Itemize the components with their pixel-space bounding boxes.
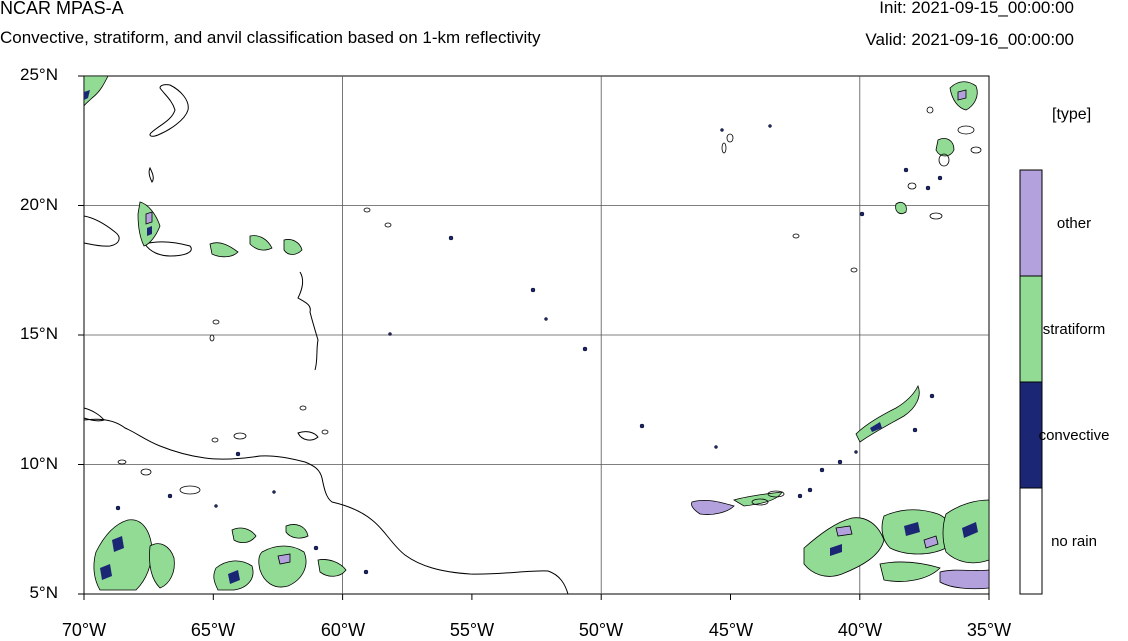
legend-label-other: other: [1056, 215, 1092, 232]
lon-label-55w: 55°W: [449, 620, 495, 640]
axis-ticks: [78, 75, 990, 600]
lon-label-60w: 60°W: [320, 620, 366, 640]
precip-patches: [83, 75, 990, 591]
lon-label-40w: 40°W: [837, 620, 883, 640]
legend-label-no-rain: no rain: [1051, 533, 1097, 550]
coastline-trinidad: [297, 431, 319, 441]
lat-label-25n: 25°N: [20, 65, 58, 84]
lon-label-70w: 70°W: [61, 620, 107, 640]
lon-label-65w: 65°W: [190, 620, 236, 640]
graticule: [84, 76, 989, 594]
coastline-islands: [83, 84, 319, 422]
legend-title: [type]: [1052, 106, 1092, 123]
precip-dots: [115, 124, 943, 575]
valid-time: Valid: 2021-09-16_00:00:00: [865, 30, 1074, 49]
map-subtitle: Convective, stratiform, and anvil classi…: [0, 28, 541, 47]
lon-label-35w: 35°W: [966, 620, 1012, 640]
precip-outlines: [117, 106, 982, 506]
init-time: Init: 2021-09-15_00:00:00: [879, 0, 1074, 17]
lat-label-5n: 5°N: [29, 583, 58, 602]
legend-label-convective: convective: [1038, 427, 1110, 444]
lon-label-50w: 50°W: [578, 620, 624, 640]
lat-label-20n: 20°N: [20, 195, 58, 214]
coastline-south-america: [83, 418, 569, 595]
lon-label-45w: 45°W: [708, 620, 754, 640]
map-title: NCAR MPAS-A: [0, 0, 124, 18]
legend-label-stratiform: stratiform: [1042, 321, 1106, 338]
lat-label-15n: 15°N: [20, 324, 58, 343]
lat-label-10n: 10°N: [20, 454, 58, 473]
